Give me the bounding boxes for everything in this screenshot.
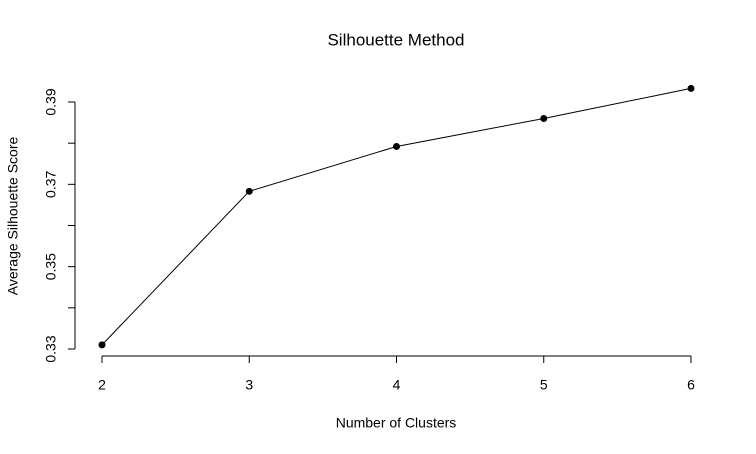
x-tick-label: 3 [245,377,253,393]
y-tick-label: 0.37 [43,170,59,197]
x-tick-label: 5 [540,377,548,393]
y-axis-title: Average Silhouette Score [5,137,21,296]
line [101,87,692,346]
chart-title: Silhouette Method [327,30,464,49]
x-axis-title: Number of Clusters [336,415,457,431]
point [687,84,695,92]
x-tick-label: 4 [393,377,401,393]
y-tick-label: 0.35 [43,253,59,280]
x-tick-label: 2 [98,377,106,393]
y-tick-label: 0.33 [43,335,59,362]
point [540,114,548,122]
point [245,187,253,195]
y-tick-label: 0.39 [43,88,59,115]
x-tick-label: 6 [687,377,695,393]
point [98,341,106,349]
point [393,142,400,150]
